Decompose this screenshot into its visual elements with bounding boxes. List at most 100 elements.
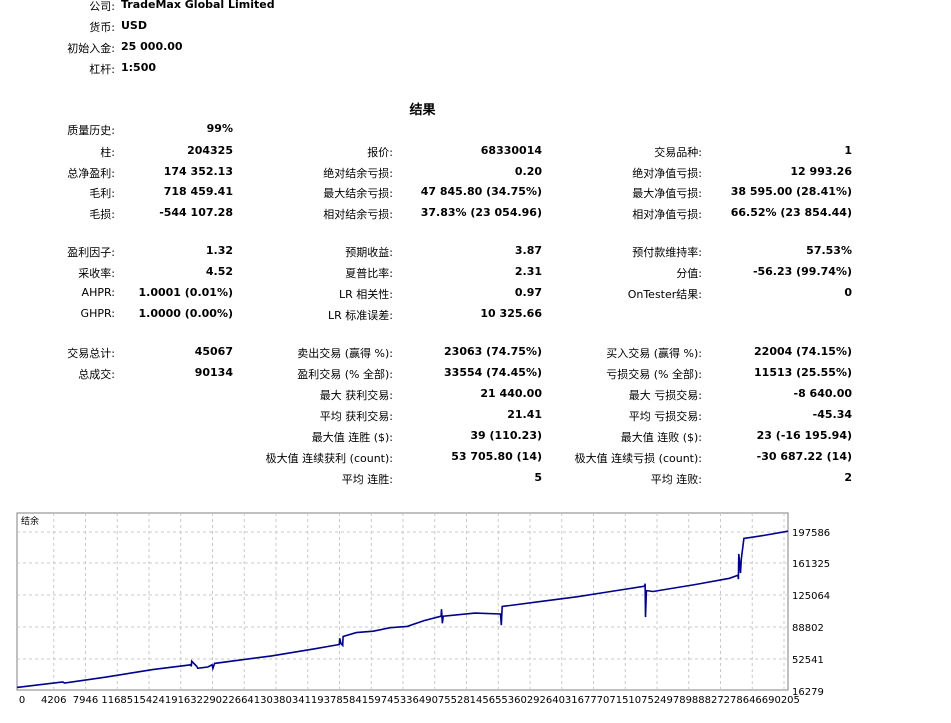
stat-value: 5 <box>534 471 542 484</box>
x-tick-label: 78988 <box>673 695 705 706</box>
x-tick-label: 71510 <box>609 695 641 706</box>
stat-label: 交易品种: <box>654 146 702 159</box>
stat-value: 1.32 <box>205 244 233 257</box>
stat-label: 总净盈利: <box>67 167 115 180</box>
stat-value: 47 845.80 (34.75%) <box>420 185 542 198</box>
stat-value: 1.0000 (0.00%) <box>138 307 234 320</box>
stat-label: 最大 亏损交易: <box>628 389 702 402</box>
stat-value: 23063 (74.75%) <box>444 345 542 358</box>
stat-value: 21 440.00 <box>480 387 542 400</box>
stat-value: 3.87 <box>514 244 542 257</box>
stat-label: 卖出交易 (赢得 %): <box>297 347 393 360</box>
x-tick-label: 19163 <box>165 695 197 706</box>
x-tick-label: 49075 <box>419 695 451 706</box>
stat-label: 交易总计: <box>67 347 115 360</box>
stat-label: LR 相关性: <box>339 288 393 301</box>
y-tick-label: 88802 <box>792 623 824 634</box>
stat-label: 平均 亏损交易: <box>628 410 702 423</box>
stat-label: 最大 获利交易: <box>319 389 393 402</box>
stat-label: 预付款维持率: <box>632 246 702 259</box>
stat-label: 盈利交易 (% 全部): <box>297 368 393 381</box>
stat-label: 绝对结余亏损: <box>323 167 393 180</box>
x-tick-label: 11685 <box>101 695 133 706</box>
header-label: 公司: <box>89 0 115 13</box>
stat-label: 最大值 连败 ($): <box>620 431 702 444</box>
header-label: 初始入金: <box>67 42 115 55</box>
stat-value: 0.97 <box>514 286 542 299</box>
series-line-balance <box>16 530 789 689</box>
stat-value: 4.52 <box>205 265 233 278</box>
stat-value: 204325 <box>187 144 233 157</box>
x-tick-label: 52814 <box>451 695 483 706</box>
x-tick-label: 60292 <box>514 695 546 706</box>
stat-label: 夏普比率: <box>345 267 393 280</box>
stat-value: -544 107.28 <box>159 206 233 219</box>
stat-value: 2.31 <box>514 265 542 278</box>
x-tick-label: 26641 <box>228 695 260 706</box>
stat-label: 平均 获利交易: <box>319 410 393 423</box>
stat-label: 绝对净值亏损: <box>632 167 702 180</box>
stat-value: 99% <box>206 122 233 135</box>
y-tick-label: 125064 <box>792 591 830 602</box>
x-tick-label: 7946 <box>73 695 98 706</box>
header-value: TradeMax Global Limited <box>121 0 275 11</box>
stat-value: 174 352.13 <box>163 165 233 178</box>
x-tick-label: 67770 <box>578 695 610 706</box>
stat-label: 毛损: <box>89 208 115 221</box>
stat-value: 57.53% <box>806 244 852 257</box>
stat-value: 10 325.66 <box>480 307 542 320</box>
stat-label: 毛利: <box>89 187 115 200</box>
stat-label: 相对净值亏损: <box>632 208 702 221</box>
y-tick-label: 197586 <box>792 528 830 539</box>
header-value: 25 000.00 <box>121 40 183 53</box>
stat-label: 最大值 连胜 ($): <box>311 431 393 444</box>
x-tick-label: 22902 <box>197 695 229 706</box>
stat-label: 分值: <box>676 267 702 280</box>
stat-value: 66.52% (23 854.44) <box>730 206 852 219</box>
x-tick-label: 75249 <box>641 695 673 706</box>
header-label: 杠杆: <box>89 63 115 76</box>
y-tick-label: 52541 <box>792 655 824 666</box>
stat-label: 最大净值亏损: <box>632 187 702 200</box>
stat-value: -8 640.00 <box>793 387 853 400</box>
stat-label: 报价: <box>367 146 393 159</box>
stat-label: 盈利因子: <box>67 246 115 259</box>
stat-value: 33554 (74.45%) <box>444 366 542 379</box>
stat-value: 37.83% (23 054.96) <box>420 206 542 219</box>
x-tick-label: 41597 <box>355 695 387 706</box>
x-tick-label: 90205 <box>768 695 800 706</box>
x-tick-label: 0 <box>19 695 25 706</box>
stat-value: -45.34 <box>812 408 852 421</box>
stat-value: 11513 (25.55%) <box>754 366 852 379</box>
stat-value: 718 459.41 <box>163 185 233 198</box>
chart-frame <box>16 512 789 691</box>
stat-label: 买入交易 (赢得 %): <box>606 347 702 360</box>
stat-value: 2 <box>844 471 852 484</box>
x-tick-label: 30380 <box>260 695 292 706</box>
stat-value: 1.0001 (0.01%) <box>138 286 234 299</box>
x-tick-label: 34119 <box>292 695 324 706</box>
y-tick-label: 161325 <box>792 559 830 570</box>
stat-value: 68330014 <box>480 144 542 157</box>
stat-value: 21.41 <box>507 408 542 421</box>
stat-label: AHPR: <box>81 286 115 299</box>
stat-label: 平均 连胜: <box>341 473 393 486</box>
x-tick-label: 15424 <box>133 695 165 706</box>
stat-value: 39 (110.23) <box>470 429 542 442</box>
stat-value: 1 <box>844 144 852 157</box>
header-label: 货币: <box>89 21 115 34</box>
stat-label: 柱: <box>100 146 115 159</box>
stat-value: 23 (-16 195.94) <box>756 429 852 442</box>
x-tick-label: 82727 <box>705 695 737 706</box>
stat-value: -56.23 (99.74%) <box>752 265 852 278</box>
header-value: 1:500 <box>121 61 157 74</box>
stat-value: 90134 <box>194 366 233 379</box>
legend-label: 结余 <box>21 515 39 527</box>
stat-value: 53 705.80 (14) <box>451 450 542 463</box>
header-value: USD <box>121 19 147 32</box>
stat-value: 0.20 <box>514 165 542 178</box>
stat-label: 极大值 连续获利 (count): <box>265 452 393 465</box>
x-tick-label: 37858 <box>324 695 356 706</box>
stat-label: 采收率: <box>78 267 115 280</box>
